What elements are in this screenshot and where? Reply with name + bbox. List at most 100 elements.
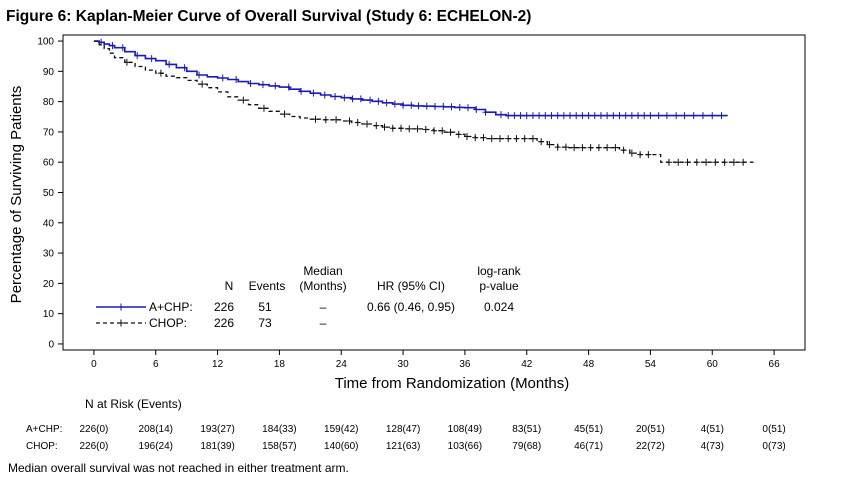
risk-value-chop: 196(24) [139, 441, 173, 452]
censor-mark-chop [260, 104, 267, 112]
x-tick-label: 30 [398, 359, 410, 370]
censor-mark-a-chp [641, 112, 648, 120]
y-tick-label: 20 [43, 279, 55, 290]
series-line-a-chp [93, 40, 728, 117]
censor-mark-chop [199, 80, 206, 88]
x-tick-label: 12 [212, 359, 224, 370]
censor-mark-chop [312, 115, 319, 123]
risk-value-a-chp: 226(0) [79, 424, 108, 435]
censor-mark-a-chp [321, 91, 328, 99]
censor-mark-chop [562, 143, 569, 151]
censor-mark-chop [637, 151, 644, 159]
censor-mark-a-chp [166, 60, 173, 68]
censor-mark-chop [546, 141, 553, 149]
censor-mark-chop [604, 144, 611, 152]
censor-mark-chop [496, 135, 503, 143]
risk-value-a-chp: 4(51) [701, 424, 724, 435]
censor-mark-a-chp [119, 44, 126, 52]
censor-mark-a-chp [448, 103, 455, 111]
legend-label-a-chp: A+CHP: [149, 300, 193, 314]
censor-mark-chop [406, 125, 413, 133]
x-tick-label: 36 [459, 359, 471, 370]
risk-value-a-chp: 128(47) [386, 424, 420, 435]
censor-mark-a-chp [647, 112, 654, 120]
stats-header-events: Events [249, 279, 286, 293]
censor-mark-a-chp [400, 101, 407, 109]
risk-value-chop: 121(63) [386, 441, 420, 452]
censor-mark-a-chp [408, 101, 415, 109]
censor-mark-chop [346, 117, 353, 125]
censor-mark-a-chp [573, 112, 580, 120]
censor-mark-a-chp [497, 111, 504, 119]
censor-mark-chop [281, 110, 288, 118]
risk-value-chop: 22(72) [636, 441, 665, 452]
risk-table-title: N at Risk (Events) [85, 397, 182, 411]
stats-header-median: Median [303, 264, 342, 278]
x-tick-label: 18 [274, 359, 286, 370]
figure-title: Figure 6: Kaplan-Meier Curve of Overall … [6, 8, 532, 25]
x-tick-label: 0 [91, 359, 97, 370]
x-tick-label: 24 [336, 359, 348, 370]
legend-marker-a-chp [118, 303, 124, 311]
censor-mark-chop [587, 144, 594, 152]
censor-mark-chop [693, 158, 700, 166]
censor-mark-chop [463, 132, 470, 140]
censor-mark-a-chp [181, 64, 188, 72]
risk-value-a-chp: 45(51) [574, 424, 603, 435]
risk-value-chop: 181(39) [200, 441, 234, 452]
censor-mark-a-chp [718, 112, 725, 120]
censor-mark-a-chp [233, 76, 240, 84]
censor-mark-a-chp [628, 112, 635, 120]
censor-mark-a-chp [554, 112, 561, 120]
censor-mark-a-chp [523, 112, 530, 120]
y-tick-label: 40 [43, 218, 55, 229]
censor-mark-a-chp [699, 112, 706, 120]
censor-mark-chop [712, 158, 719, 166]
censor-mark-chop [240, 96, 247, 104]
risk-value-chop: 4(73) [701, 441, 724, 452]
censor-mark-a-chp [415, 102, 422, 110]
censor-mark-a-chp [332, 92, 339, 100]
censor-mark-chop [472, 134, 479, 142]
censor-mark-chop [123, 58, 130, 66]
risk-row-label-chop: CHOP: [26, 441, 58, 452]
censor-mark-a-chp [560, 112, 567, 120]
censor-mark-a-chp [505, 112, 512, 120]
risk-value-a-chp: 208(14) [139, 424, 173, 435]
censor-mark-a-chp [655, 112, 662, 120]
censor-mark-a-chp [465, 104, 472, 112]
censor-mark-a-chp [622, 112, 629, 120]
censor-mark-chop [628, 149, 635, 157]
censor-mark-a-chp [482, 108, 489, 116]
stats-events-a-chp: 51 [258, 300, 272, 314]
x-tick-label: 60 [707, 359, 719, 370]
stats-median-a-chp: – [320, 300, 327, 314]
risk-value-chop: 140(60) [324, 441, 358, 452]
censor-mark-chop [381, 123, 388, 131]
censor-mark-a-chp [542, 112, 549, 120]
stats-header-logrank: log-rank [477, 264, 521, 278]
y-tick-label: 100 [37, 37, 54, 48]
censor-mark-chop [595, 144, 602, 152]
censor-mark-a-chp [511, 112, 518, 120]
censor-mark-a-chp [681, 112, 688, 120]
x-tick-label: 48 [583, 359, 595, 370]
censor-mark-a-chp [673, 112, 680, 120]
censor-mark-chop [364, 120, 371, 128]
censor-mark-a-chp [285, 83, 292, 91]
censor-mark-a-chp [456, 103, 463, 111]
censor-mark-a-chp [134, 52, 141, 60]
censor-mark-chop [571, 144, 578, 152]
censor-mark-chop [505, 135, 512, 143]
censor-mark-chop [529, 135, 536, 143]
y-tick-label: 0 [48, 339, 54, 350]
censor-mark-a-chp [567, 112, 574, 120]
censor-mark-chop [439, 127, 446, 135]
x-tick-label: 66 [769, 359, 781, 370]
legend-marker-chop [118, 319, 124, 327]
risk-value-chop: 46(71) [574, 441, 603, 452]
censor-mark-a-chp [148, 55, 155, 63]
risk-value-a-chp: 159(42) [324, 424, 358, 435]
legend-label-chop: CHOP: [149, 316, 187, 330]
censor-mark-chop [389, 124, 396, 132]
